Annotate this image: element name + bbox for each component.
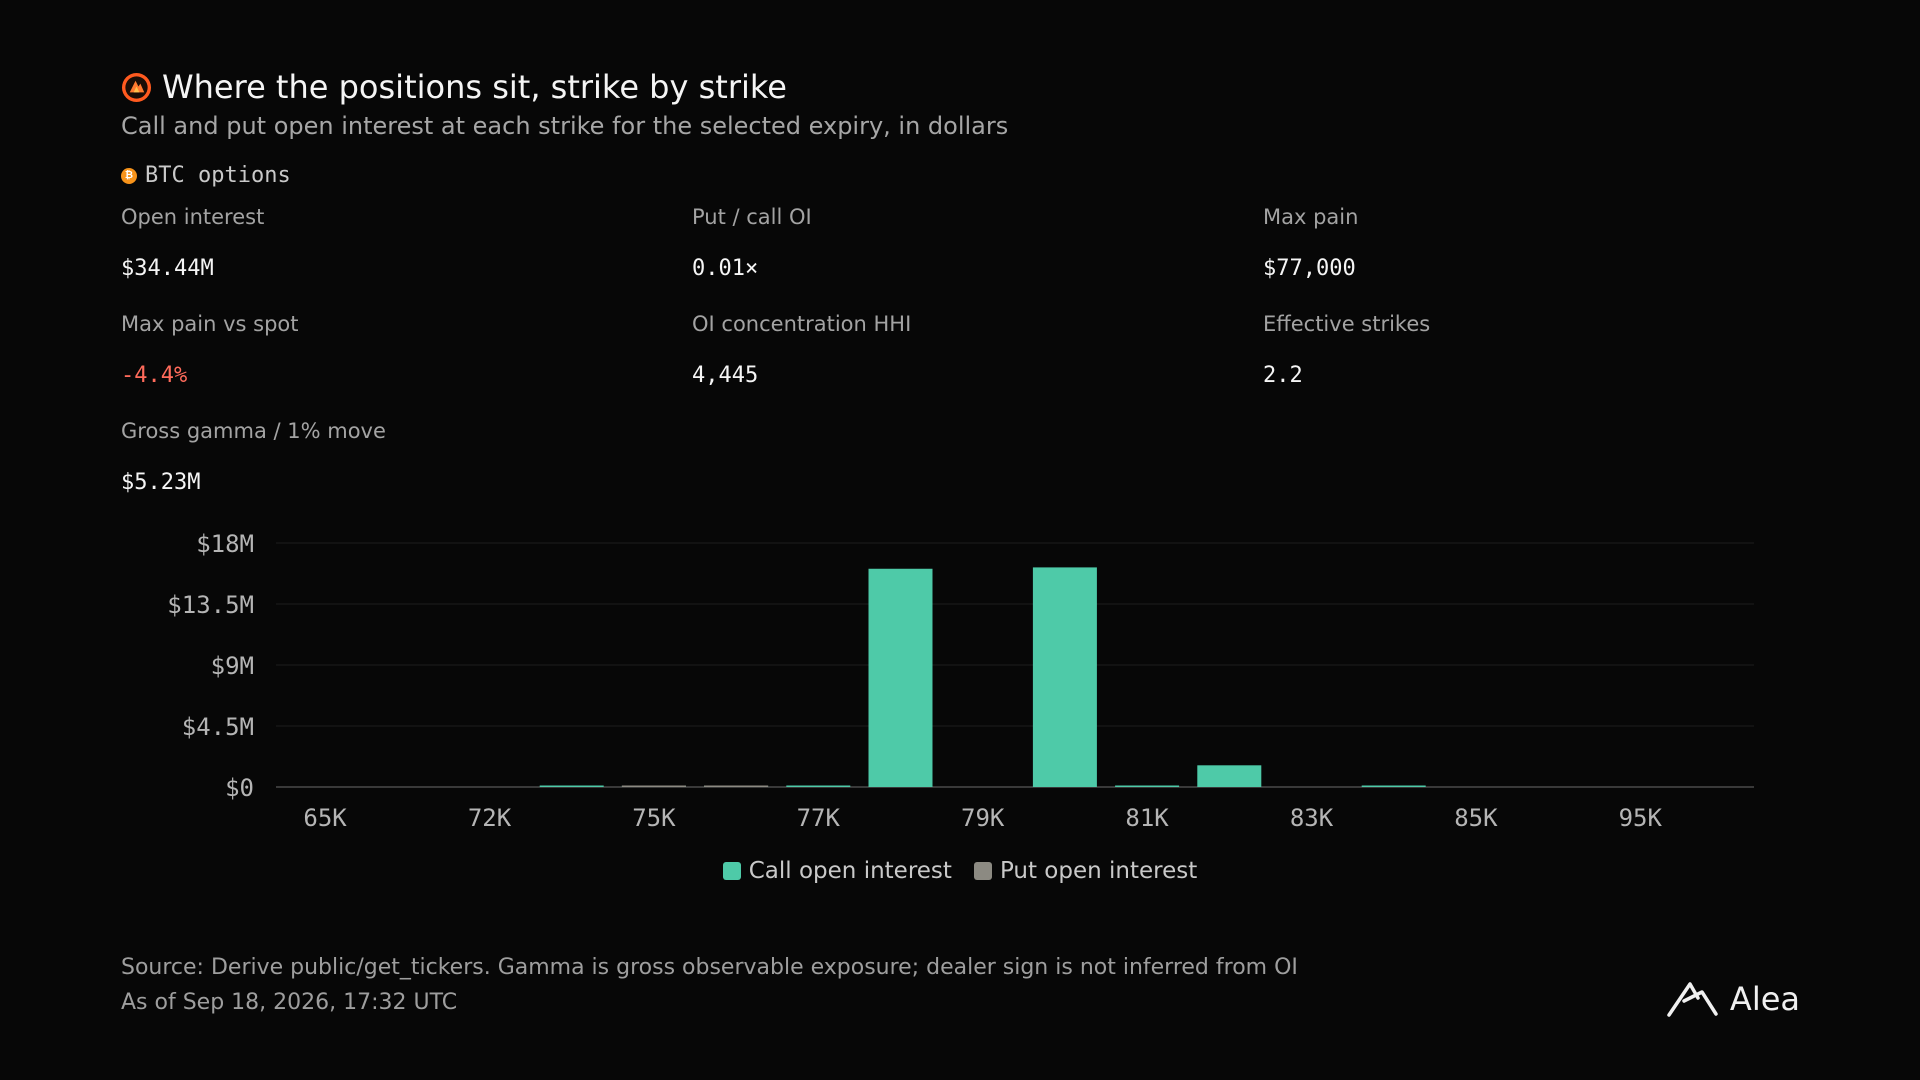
- bitcoin-icon: ₿: [121, 167, 137, 184]
- metric-value: $5.23M: [121, 470, 201, 495]
- metric-oi-concentration-hhi: OI concentration HHI 4,445: [692, 312, 1232, 388]
- alea-logo-icon: [1667, 982, 1718, 1017]
- y-tick-label: $13.5M: [167, 591, 254, 619]
- y-tick-label: $18M: [196, 530, 254, 558]
- chart-header: Where the positions sit, strike by strik…: [121, 64, 1008, 140]
- legend-swatch-put: [973, 862, 992, 880]
- chart-legend: Call open interest Put open interest: [0, 858, 1920, 884]
- chart-title: Where the positions sit, strike by strik…: [162, 68, 787, 106]
- legend-item-call[interactable]: Call open interest: [722, 858, 952, 884]
- asset-badge: ₿ BTC options: [121, 163, 291, 188]
- call-bar-82K[interactable]: [1197, 765, 1262, 787]
- metric-label: Open interest: [121, 205, 265, 229]
- metric-value: $77,000: [1263, 256, 1356, 281]
- as-of-timestamp: As of Sep 18, 2026, 17:32 UTC: [121, 990, 458, 1015]
- metric-label: Put / call OI: [692, 205, 812, 229]
- metric-label: Max pain vs spot: [121, 312, 299, 336]
- metric-put-call-oi: Put / call OI 0.01×: [692, 205, 1232, 281]
- put-bar-75K[interactable]: [621, 785, 686, 788]
- metric-gross-gamma: Gross gamma / 1% move $5.23M: [121, 419, 661, 495]
- y-tick-label: $9M: [211, 652, 254, 680]
- brand-name: Alea: [1729, 980, 1800, 1018]
- metric-label: Gross gamma / 1% move: [121, 419, 386, 443]
- metric-open-interest: Open interest $34.44M: [121, 205, 661, 281]
- x-tick-label: 72K: [468, 804, 512, 832]
- call-bar-78K[interactable]: [868, 568, 933, 787]
- chart-gridlines: [276, 542, 1754, 788]
- call-bar-81K[interactable]: [1115, 785, 1180, 788]
- source-note: Source: Derive public/get_tickers. Gamma…: [121, 955, 1298, 980]
- y-tick-label: $4.5M: [182, 713, 254, 741]
- y-axis-ticks: $0 $4.5M $9M $13.5M $18M: [167, 530, 254, 802]
- legend-item-put[interactable]: Put open interest: [973, 858, 1198, 884]
- x-tick-label: 75K: [632, 804, 676, 832]
- title-row: Where the positions sit, strike by strik…: [121, 64, 1008, 110]
- metric-value: -4.4%: [121, 363, 188, 388]
- x-axis-ticks: 65K 72K 75K 77K 79K 81K 83K 85K 95K: [303, 804, 1662, 832]
- call-bar-74K[interactable]: [539, 785, 604, 788]
- chart-footer: Source: Derive public/get_tickers. Gamma…: [121, 950, 1298, 1020]
- metric-max-pain: Max pain $77,000: [1263, 205, 1803, 281]
- legend-label-call: Call open interest: [748, 858, 952, 884]
- metric-value: 4,445: [692, 363, 759, 388]
- x-tick-label: 79K: [961, 804, 1005, 832]
- metric-max-pain-vs-spot: Max pain vs spot -4.4%: [121, 312, 661, 388]
- metric-value: 0.01×: [692, 256, 759, 281]
- call-bar-84K[interactable]: [1361, 785, 1426, 788]
- metric-label: Max pain: [1263, 205, 1359, 229]
- call-bar-77K[interactable]: [786, 785, 851, 788]
- x-tick-label: 77K: [797, 804, 841, 832]
- asset-badge-label: BTC options: [145, 163, 291, 188]
- chart-subtitle: Call and put open interest at each strik…: [121, 112, 1009, 140]
- y-tick-label: $0: [225, 774, 254, 802]
- legend-swatch-call: [722, 862, 741, 880]
- metric-label: Effective strikes: [1263, 312, 1431, 336]
- x-tick-label: 83K: [1290, 804, 1334, 832]
- metric-value: 2.2: [1263, 363, 1303, 388]
- brand-logo: Alea: [1666, 980, 1800, 1018]
- metric-value: $34.44M: [121, 256, 214, 281]
- legend-label-put: Put open interest: [999, 858, 1198, 884]
- chart-bars: [539, 567, 1426, 788]
- x-tick-label: 95K: [1619, 804, 1663, 832]
- open-interest-bar-chart: $0 $4.5M $9M $13.5M $18M 65K 72K 75K 77K 79K 81K 8…: [167, 530, 1754, 832]
- x-tick-label: 65K: [303, 804, 347, 832]
- x-tick-label: 81K: [1125, 804, 1169, 832]
- put-bar-76K[interactable]: [704, 785, 769, 788]
- metric-effective-strikes: Effective strikes 2.2: [1263, 312, 1803, 388]
- metric-label: OI concentration HHI: [692, 312, 912, 336]
- x-tick-label: 85K: [1454, 804, 1498, 832]
- flame-icon: [121, 72, 152, 102]
- call-bar-80K[interactable]: [1032, 567, 1097, 787]
